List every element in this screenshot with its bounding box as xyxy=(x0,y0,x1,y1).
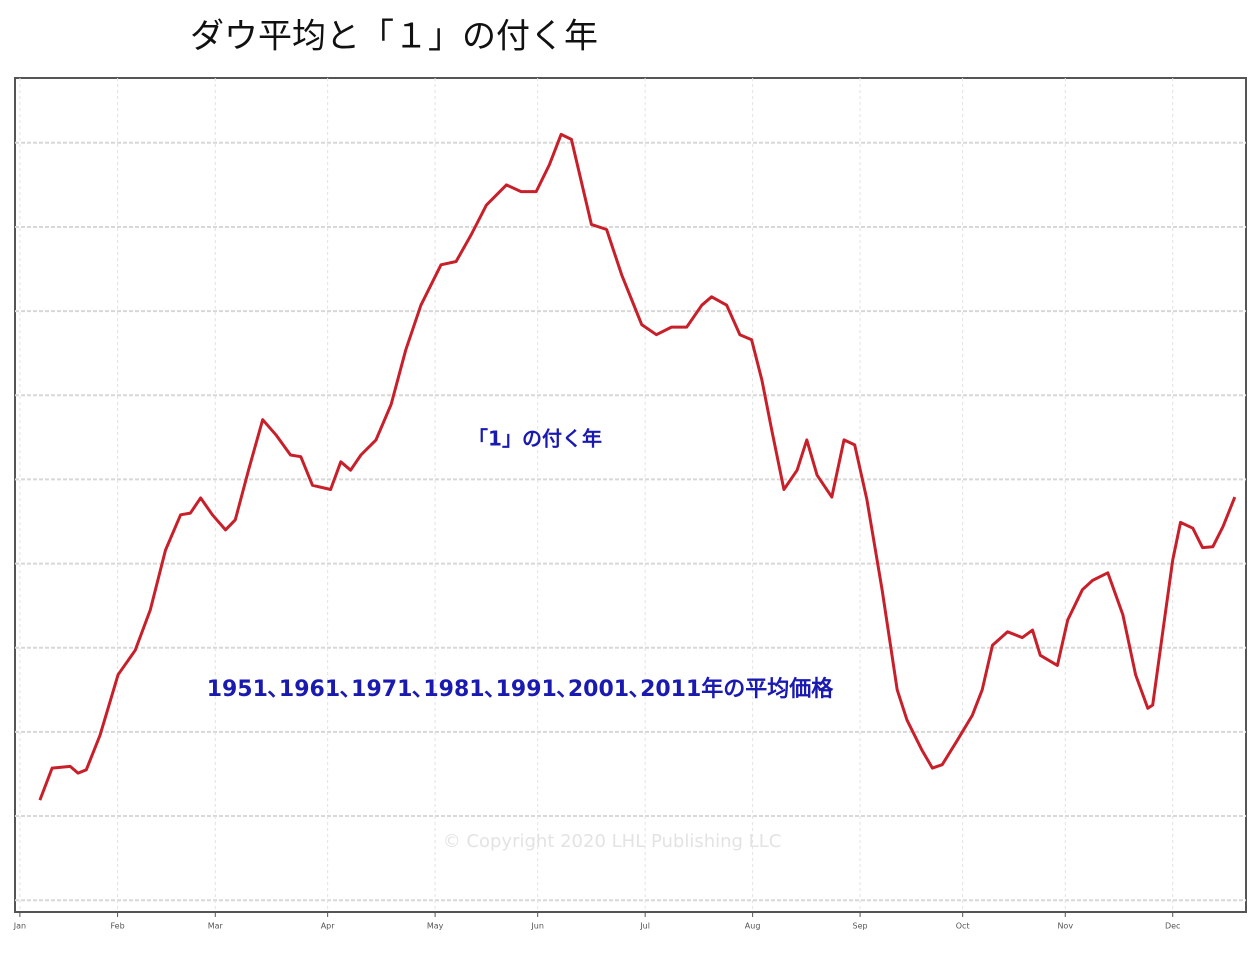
x-tick-label: Nov xyxy=(1057,922,1073,931)
grid: Jan Feb Mar Apr May Jun Jul Aug Sep Oct Nov Dec xyxy=(13,78,1246,931)
x-tick-label: Jun xyxy=(530,922,544,931)
line xyxy=(38,132,1237,801)
x-tick-label: Sep xyxy=(853,922,868,931)
chart-title: ダウ平均と「１」の付く年 xyxy=(190,17,598,57)
plot-frame xyxy=(14,77,1247,913)
x-tick-label: Feb xyxy=(110,922,124,931)
x-tick-label: Dec xyxy=(1165,922,1180,931)
x-tick-label: Jan xyxy=(13,922,26,931)
x-tick-label: Aug xyxy=(745,922,761,931)
annotation: 1951､1961､1971､1981､1991､2001､2011年の平均価格 xyxy=(207,676,835,702)
annotation: 「1」の付く年 xyxy=(468,427,602,451)
marks xyxy=(38,132,1237,801)
x-tick-label: Oct xyxy=(956,922,970,931)
x-tick-label: May xyxy=(427,922,444,931)
copyright: © Copyright 2020 LHL Publishing LLC xyxy=(443,831,782,852)
x-tick-label: Mar xyxy=(208,922,224,931)
x-tick-label: Jul xyxy=(639,922,650,931)
x-tick-label: Apr xyxy=(321,922,336,931)
